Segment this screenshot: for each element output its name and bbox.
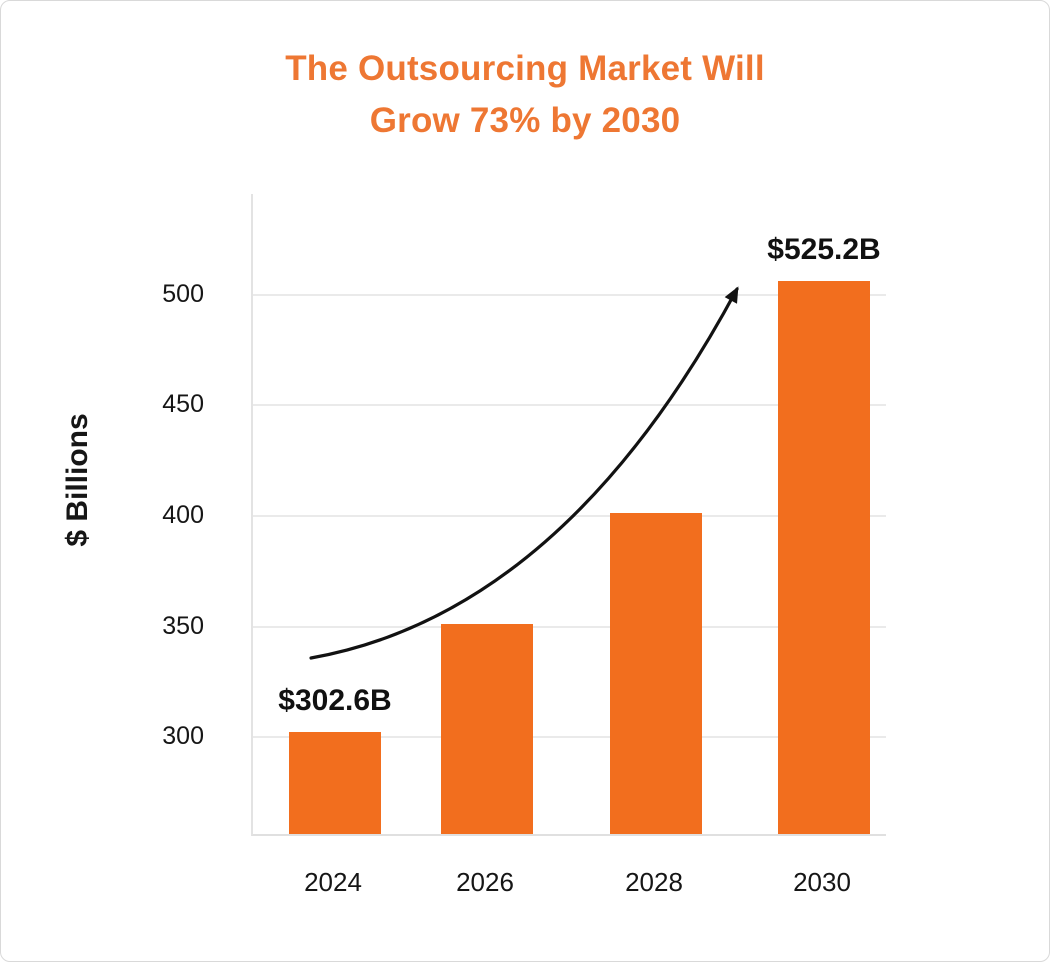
y-tick-label-400: 400 [162, 501, 204, 529]
x-tick-label-2026: 2026 [456, 867, 514, 897]
bar-2026 [441, 623, 533, 834]
y-tick-label-450: 450 [162, 390, 204, 419]
x-tick-label-2028: 2028 [625, 867, 683, 897]
bar-value-label-2030: $525.2B [767, 232, 881, 266]
bar-value-label-2024: $302.6B [278, 684, 392, 718]
x-tick-label-2024: 2024 [304, 867, 362, 897]
gridline-300 [253, 736, 886, 739]
bar-2030 [778, 280, 870, 834]
chart-title-line1: The Outsourcing Market Will [285, 49, 765, 88]
y-tick-label-300: 300 [162, 722, 204, 751]
plot-area: $302.6B $525.2B [251, 194, 886, 836]
chart-title: The Outsourcing Market Will Grow 73% by … [1, 43, 1049, 147]
bar-2028 [610, 513, 702, 834]
chart-title-line2: Grow 73% by 2030 [369, 101, 681, 140]
bar-2024 [289, 732, 381, 834]
y-tick-label-500: 500 [162, 279, 204, 308]
y-tick-label-350: 350 [162, 611, 204, 640]
x-tick-label-2030: 2030 [793, 867, 851, 897]
